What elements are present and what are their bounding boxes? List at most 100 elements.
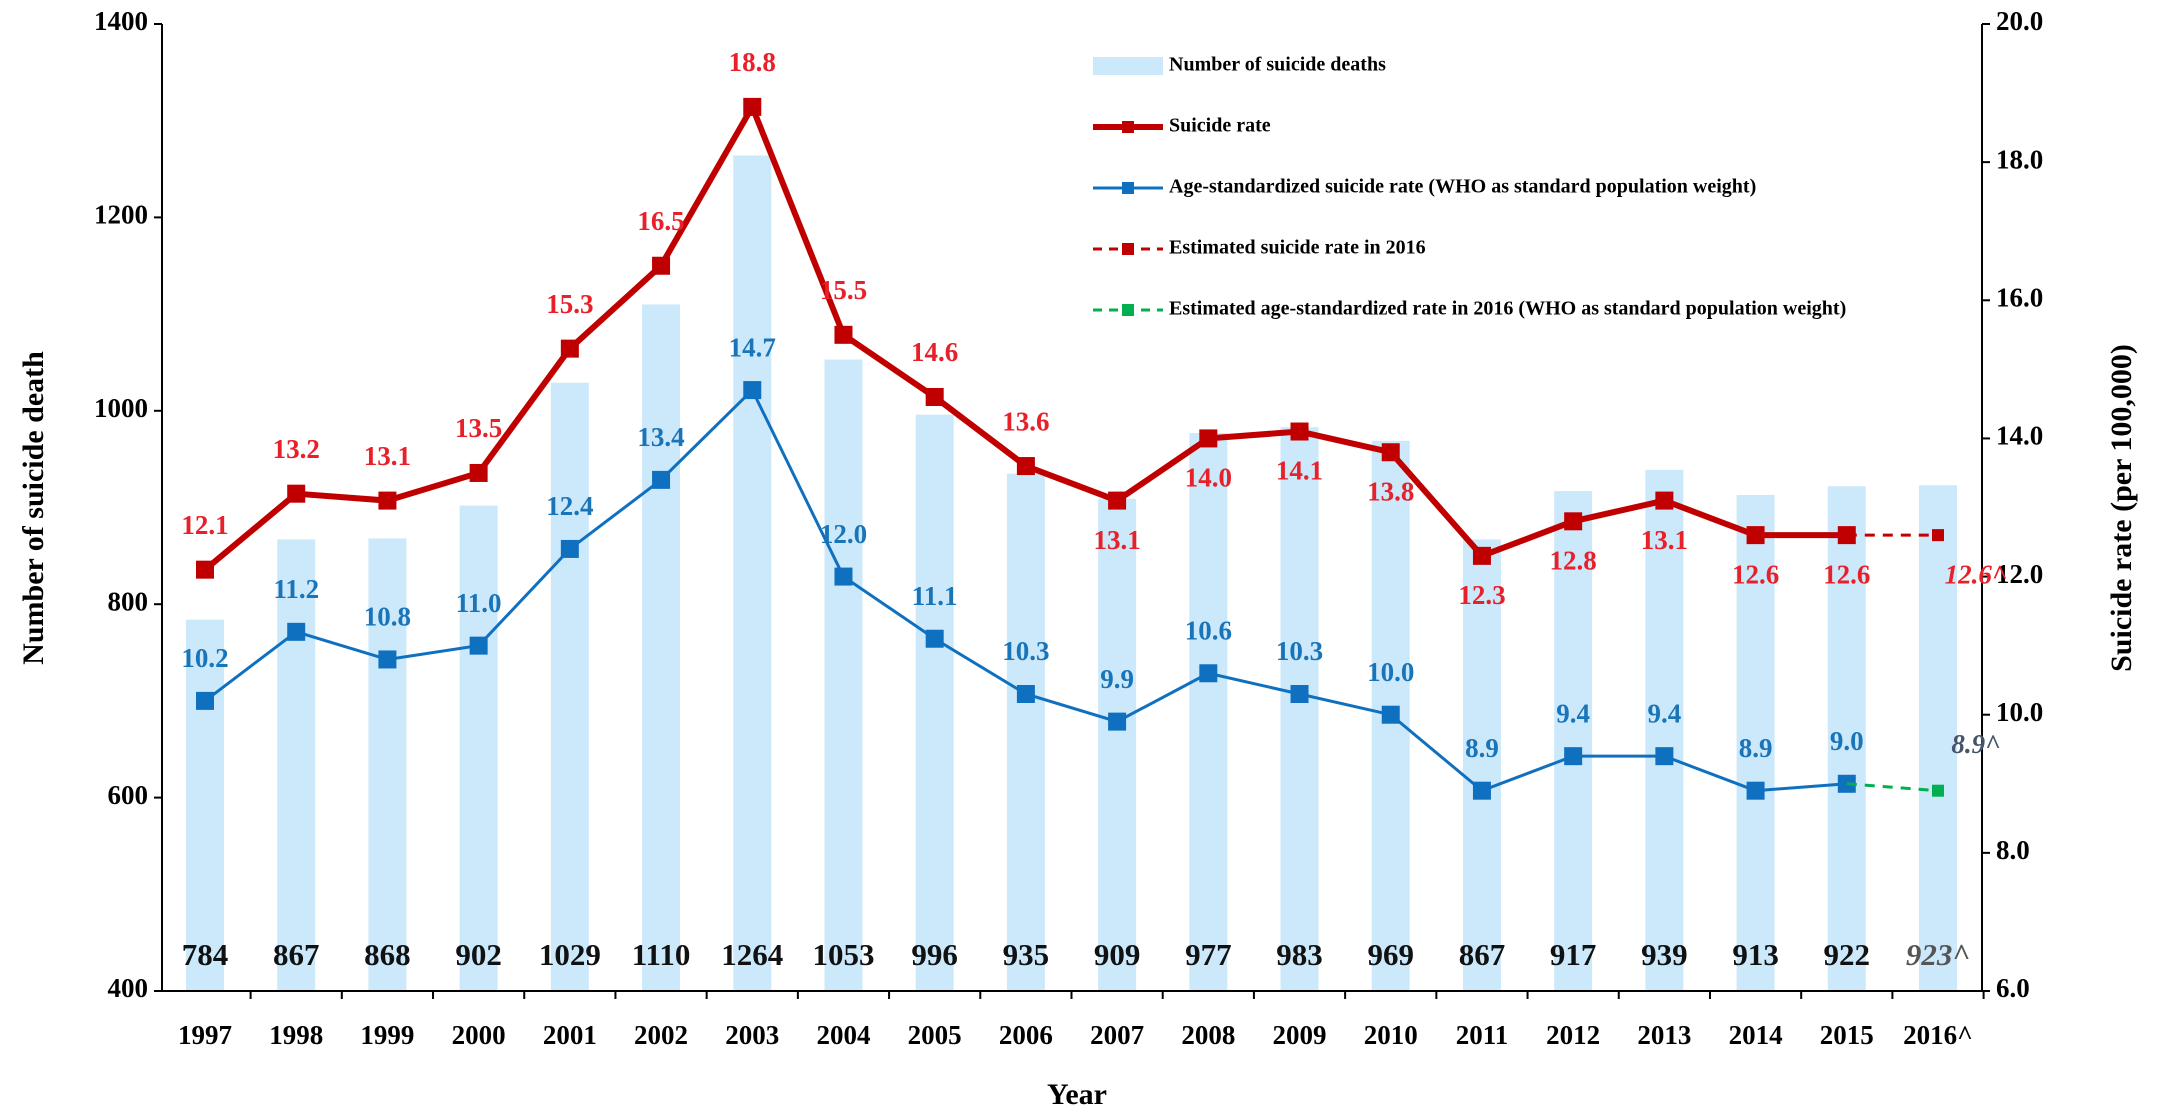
x-tick-label: 2010 <box>1364 1020 1418 1050</box>
marker <box>378 650 397 669</box>
data-label: 8.9 <box>1739 733 1773 763</box>
marker <box>834 325 853 344</box>
marker <box>834 567 853 586</box>
marker <box>652 470 671 489</box>
marker <box>743 381 762 400</box>
y2-tick-label: 8.0 <box>1996 835 2030 865</box>
x-tick-label: 2016^ <box>1903 1020 1973 1050</box>
bar-label: 868 <box>364 937 411 972</box>
y2-tick-label: 18.0 <box>1996 144 2043 174</box>
legend-marker <box>1122 304 1134 316</box>
marker <box>1108 712 1127 731</box>
bar-label: 909 <box>1094 937 1141 972</box>
data-label: 12.6^ <box>1945 559 2008 589</box>
marker <box>287 622 306 641</box>
bar <box>277 539 316 991</box>
bar-label: 939 <box>1641 937 1688 972</box>
marker <box>1108 491 1127 510</box>
data-label: 14.7 <box>729 332 776 362</box>
data-label: 10.2 <box>181 643 228 673</box>
bar <box>1827 486 1866 991</box>
y-tick-label: 1400 <box>94 6 148 36</box>
bar <box>1919 485 1957 991</box>
data-label: 13.5 <box>455 413 502 443</box>
data-label: 13.1 <box>1093 525 1140 555</box>
bar-label: 1264 <box>721 937 783 972</box>
bar <box>186 619 224 991</box>
marker <box>287 484 306 503</box>
marker <box>1381 443 1400 462</box>
y-tick-label: 1200 <box>94 200 148 230</box>
x-tick-label: 2002 <box>634 1020 688 1050</box>
bar-label: 913 <box>1732 937 1779 972</box>
y-tick-label: 1000 <box>94 393 148 423</box>
marker <box>1290 422 1309 441</box>
data-label: 15.3 <box>546 289 593 319</box>
bar <box>1554 491 1593 991</box>
marker <box>1564 512 1583 531</box>
y2-tick-label: 12.0 <box>1996 559 2043 589</box>
data-label: 11.2 <box>273 574 319 604</box>
y2-tick-label: 16.0 <box>1996 282 2043 312</box>
bar <box>915 414 954 992</box>
data-label: 10.3 <box>1002 636 1049 666</box>
bar-label: 1053 <box>812 937 874 972</box>
line <box>1846 782 1939 793</box>
y-axis-label: Number of suicide death <box>17 351 50 665</box>
bar-label: 935 <box>1003 937 1050 972</box>
bar-label: 917 <box>1550 937 1597 972</box>
data-label: 12.6 <box>1732 559 1779 589</box>
data-label: 13.8 <box>1367 476 1414 506</box>
data-label: 12.0 <box>820 519 867 549</box>
data-label: 8.9^ <box>1951 729 2000 759</box>
marker <box>1290 684 1309 703</box>
bar-label: 867 <box>273 937 320 972</box>
legend-label: Suicide rate <box>1169 115 1271 137</box>
data-label: 10.0 <box>1367 657 1414 687</box>
data-label: 13.6 <box>1002 406 1049 436</box>
y-tick-label: 800 <box>108 586 149 616</box>
bar <box>1462 539 1501 991</box>
marker <box>1655 747 1674 766</box>
bar-label: 969 <box>1367 937 1414 972</box>
y-tick-label: 600 <box>108 780 149 810</box>
y2-axis-label: Suicide rate (per 100,000) <box>2105 344 2138 672</box>
bar <box>1189 433 1228 991</box>
data-label: 11.0 <box>456 588 502 618</box>
data-label: 9.9 <box>1100 664 1134 694</box>
bar-label: 996 <box>911 937 958 972</box>
marker <box>1746 526 1765 545</box>
data-label: 15.5 <box>820 275 867 305</box>
y2-tick-label: 14.0 <box>1996 421 2043 451</box>
data-label: 10.6 <box>1185 615 1232 645</box>
data-label: 13.2 <box>273 434 320 464</box>
data-label: 9.0 <box>1830 726 1864 756</box>
data-label: 14.1 <box>1276 456 1323 486</box>
marker <box>1016 684 1035 703</box>
bar-label: 902 <box>455 937 502 972</box>
legend-marker <box>1122 243 1134 255</box>
marker <box>1564 747 1583 766</box>
x-tick-label: 2006 <box>999 1020 1053 1050</box>
bar <box>1645 469 1684 991</box>
marker <box>1655 491 1674 510</box>
data-label: 14.0 <box>1185 463 1232 493</box>
bar-label: 983 <box>1276 937 1323 972</box>
data-label: 12.4 <box>546 491 593 521</box>
marker <box>925 387 944 406</box>
marker <box>1932 784 1944 797</box>
data-label: 16.5 <box>637 206 684 236</box>
legend-label: Estimated age-standardized rate in 2016 … <box>1169 298 1846 320</box>
x-tick-label: 2015 <box>1820 1020 1874 1050</box>
bar <box>459 505 498 991</box>
data-label: 12.6 <box>1823 559 1870 589</box>
data-label: 14.6 <box>911 337 958 367</box>
bar <box>733 155 772 992</box>
bar <box>642 304 681 991</box>
data-label: 12.8 <box>1550 546 1597 576</box>
data-label: 13.1 <box>1641 525 1688 555</box>
marker <box>560 539 579 558</box>
bar-label: 1029 <box>539 937 601 972</box>
legend-label: Age-standardized suicide rate (WHO as st… <box>1169 176 1756 198</box>
